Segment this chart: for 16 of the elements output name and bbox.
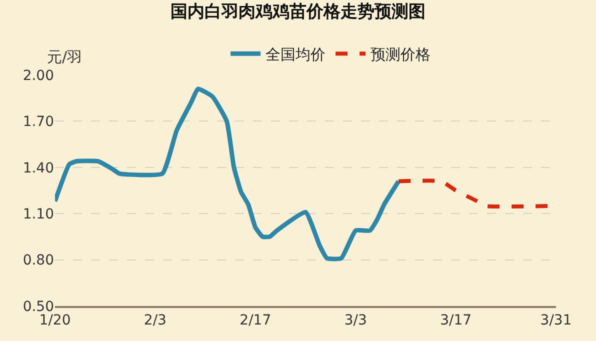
chart-title: 国内白羽肉鸡鸡苗价格走势预测图 [170, 2, 426, 22]
legend-label: 预测价格 [370, 45, 431, 64]
legend-label: 全国均价 [266, 45, 326, 64]
y-tick-label: 0.80 [22, 252, 54, 269]
x-tick-label: 2/3 [144, 312, 166, 329]
y-tick-label: 0.50 [22, 298, 54, 315]
y-axis-title: 元/羽 [47, 48, 82, 66]
x-tick-label: 1/20 [39, 312, 71, 329]
x-tick-label: 3/17 [440, 312, 472, 329]
y-tick-label: 2.00 [22, 68, 54, 84]
x-tick-label: 2/17 [240, 312, 272, 329]
y-tick-label: 1.40 [22, 160, 54, 176]
y-tick-label: 1.10 [22, 206, 54, 222]
y-tick-label: 1.70 [22, 114, 54, 130]
x-tick-label: 3/3 [344, 312, 367, 329]
x-tick-label: 3/31 [540, 312, 572, 329]
